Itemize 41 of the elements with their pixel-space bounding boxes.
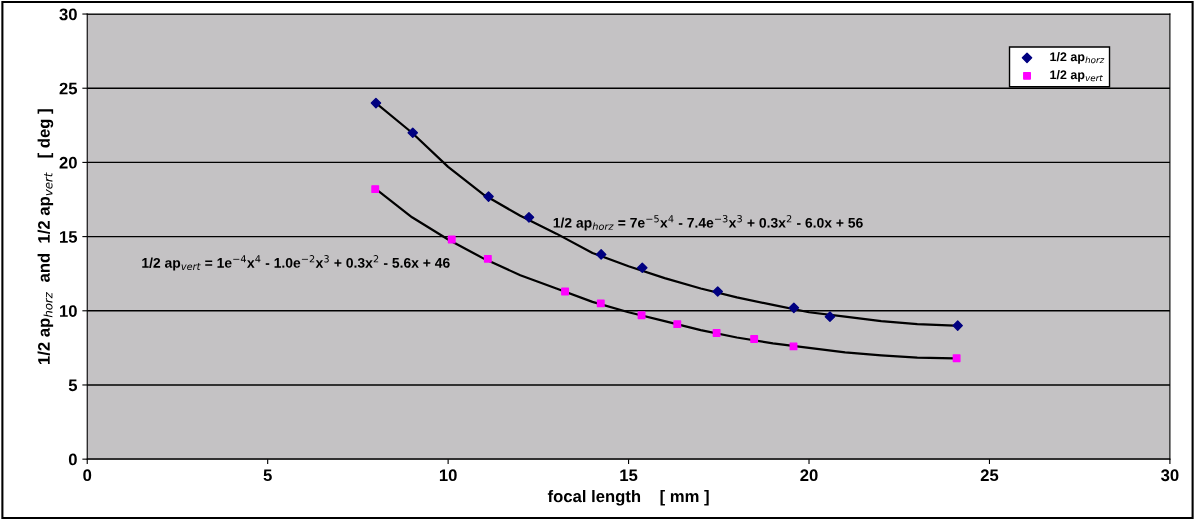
- point: [483, 191, 494, 202]
- point: [407, 127, 419, 139]
- point: [824, 311, 836, 323]
- text: 1/2 ap$_{horz}$ = 7e$^{−5}$x$^{4}$ - 7.4e$^{−3}$x$^{3}$ + 0.3x$^{2}$ - 6.0x + 56: [553, 215, 863, 231]
- y-tick-label: 5: [68, 379, 78, 392]
- point: [952, 354, 961, 363]
- point: [596, 299, 605, 308]
- point: [371, 185, 380, 194]
- x-tick-label: 0: [83, 469, 92, 482]
- y-tick-label: 0: [68, 453, 77, 466]
- x-tick-label: 15: [620, 469, 638, 482]
- y-tick-label: 15: [60, 231, 78, 243]
- legend-label: 1/2 ap$_{horz}$: [1050, 52, 1105, 64]
- point: [637, 311, 646, 320]
- point: [523, 212, 535, 223]
- point: [750, 335, 759, 343]
- point: [483, 254, 492, 263]
- point: [712, 329, 721, 337]
- point: [370, 97, 382, 109]
- point: [636, 262, 648, 274]
- point: [673, 320, 682, 329]
- point: [561, 287, 570, 296]
- point: [789, 342, 798, 351]
- y-tick-label: 10: [60, 305, 77, 317]
- x-axis-title: focal length [ mm ]: [547, 489, 709, 506]
- y-tick-label: 20: [59, 156, 77, 169]
- text: 1/2 ap$_{vert}$ = 1e$^{−4}$x$^{4}$ - 1.0e$^{−2}$x$^{3}$ + 0.3x$^{2}$ - 5.6x + 46: [142, 255, 450, 271]
- x-tick-label: 5: [263, 469, 272, 482]
- x-tick-label: 20: [800, 469, 818, 482]
- x-tick-label: 30: [1161, 469, 1179, 482]
- point: [712, 286, 724, 297]
- legend-label: 1/2 ap$_{vert}$: [1050, 70, 1103, 82]
- text: 1/2 ap$_{horz}$ and 1/2 ap$_{vert}$ [ deg ]: [37, 109, 54, 364]
- y-tick-label: 25: [59, 82, 78, 95]
- y-tick-label: 30: [59, 8, 77, 21]
- point: [952, 320, 964, 331]
- point: [447, 235, 456, 244]
- point: [788, 302, 800, 314]
- x-tick-label: 25: [980, 469, 999, 482]
- x-tick-label: 10: [439, 469, 457, 482]
- point: [595, 249, 607, 260]
